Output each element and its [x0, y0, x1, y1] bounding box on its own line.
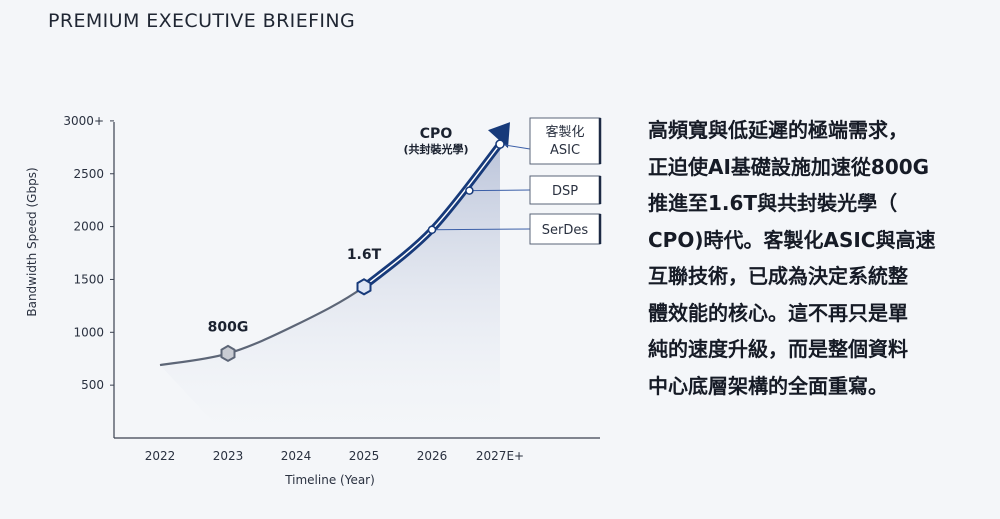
page-header: PREMIUM EXECUTIVE BRIEFING: [48, 10, 356, 32]
tag-point: [465, 186, 474, 195]
growth-area: [160, 144, 500, 439]
milestone-label: 1.6T: [347, 247, 382, 263]
tag-box: [529, 175, 601, 205]
paragraph-line: 正迫使AI基礎設施加速從800G: [648, 154, 930, 179]
paragraph-line: CPO)時代。客製化ASIC與高速: [648, 227, 936, 252]
y-tick-label: 500: [81, 378, 104, 392]
y-tick-label: 3000+: [63, 114, 104, 128]
x-tick-label: 2026: [417, 449, 448, 463]
x-tick-label: 2025: [349, 449, 380, 463]
tag-label: ASIC: [550, 143, 580, 158]
milestone-label: CPO: [420, 126, 453, 142]
tag-label: DSP: [552, 184, 578, 199]
briefing-paragraph: 高頻寬與低延遲的極端需求， 正迫使AI基礎設施加速從800G 推進至1.6T與共封裝…: [648, 112, 978, 404]
bandwidth-chart: 500 1000 1500 2000 2500 3000+ 2022 2023 2024 2025…: [63, 114, 602, 487]
growth-arrowhead: [488, 122, 510, 149]
paragraph-line: 推進至1.6T與共封裝光學（: [648, 191, 898, 215]
y-tick-label: 2500: [73, 167, 104, 181]
y-tick-label: 2000: [73, 220, 104, 234]
paragraph-line: 體效能的核心。這不再只是單: [648, 300, 908, 325]
tag-connector: [499, 143, 531, 150]
milestone-marker: [356, 278, 372, 296]
tag-label: SerDes: [542, 223, 589, 238]
y-axis-label-wrap: Bandwidth Speed (Gbps): [22, 167, 42, 316]
milestone-marker: [495, 139, 505, 149]
tag-point: [427, 225, 437, 235]
x-tick-label: 2023: [213, 449, 244, 463]
x-tick-label: 2027E+: [476, 449, 524, 463]
tag-box: [529, 213, 601, 245]
tag-box: [529, 117, 601, 165]
milestone-marker: [220, 344, 236, 363]
paragraph-line: 純的速度升級，而是整個資料: [648, 337, 908, 361]
x-tick-label: 2022: [145, 449, 176, 463]
paragraph-line: 中心底層架構的全面重寫。: [648, 373, 888, 398]
y-tick-label: 1000: [73, 325, 104, 339]
milestone-sublabel: (共封裝光學): [403, 142, 468, 156]
tag-connector: [469, 189, 531, 192]
paragraph-line: 高頻寬與低延遲的極端需求，: [648, 118, 908, 142]
y-axis-label: Bandwidth Speed (Gbps): [25, 167, 39, 317]
x-tick-label: 2024: [281, 449, 312, 463]
y-tick-label: 1500: [73, 272, 104, 286]
paragraph-line: 互聯技術，已成為決定系統整: [648, 264, 908, 288]
x-axis-label: Timeline (Year): [284, 473, 375, 487]
tag-label: 客製化: [545, 124, 584, 140]
milestone-label: 800G: [208, 319, 249, 335]
tag-connector: [431, 228, 531, 231]
